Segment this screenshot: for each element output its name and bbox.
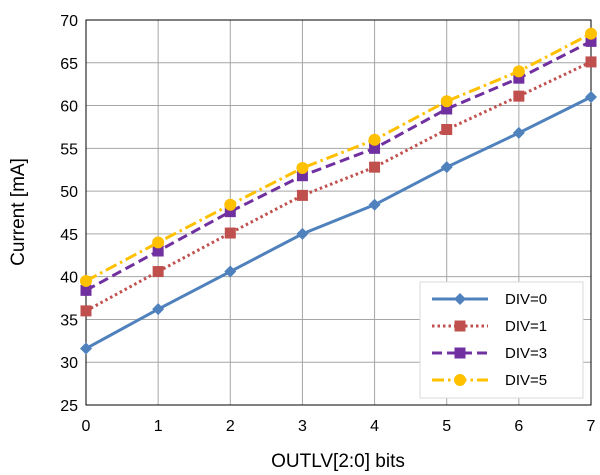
legend-label-1: DIV=1	[505, 318, 547, 335]
data-point-2-2	[224, 206, 236, 218]
data-point-1-7	[585, 56, 597, 68]
data-point-3-5	[440, 95, 453, 108]
y-tick-label-55: 55	[60, 141, 78, 158]
y-axis-title: Current [mA]	[8, 158, 29, 266]
legend-marker-0	[454, 293, 466, 305]
series-line-1	[85, 60, 592, 313]
series-div-5	[80, 27, 597, 287]
series-div-1	[80, 56, 597, 317]
series-div-0	[80, 91, 597, 355]
series-group	[80, 27, 597, 355]
x-tick-label-4: 4	[370, 418, 379, 435]
x-tick-label-2: 2	[226, 418, 235, 435]
legend-label-3: DIV=5	[505, 372, 547, 389]
x-tick-label-6: 6	[514, 418, 523, 435]
data-point-2-1	[152, 245, 164, 257]
y-tick-label-50: 50	[60, 184, 78, 201]
data-point-0-3	[296, 227, 309, 240]
data-point-3-4	[368, 133, 381, 146]
data-point-2-0	[80, 284, 92, 296]
data-point-2-3	[296, 170, 308, 182]
series-line-2	[85, 40, 592, 292]
data-point-1-6	[513, 90, 525, 102]
series-line-0	[85, 95, 592, 350]
data-point-0-4	[368, 198, 381, 211]
data-point-0-2	[224, 265, 237, 278]
x-axis-title: OUTLV[2:0] bits	[271, 451, 405, 472]
data-point-2-6	[513, 72, 525, 84]
y-tick-label-40: 40	[60, 270, 78, 287]
x-tick-label-0: 0	[82, 418, 91, 435]
data-point-0-1	[152, 303, 165, 316]
x-tick-label-3: 3	[298, 418, 307, 435]
data-point-1-0	[80, 305, 92, 317]
y-tick-label-25: 25	[60, 398, 78, 415]
x-tick-label-5: 5	[442, 418, 451, 435]
y-tick-label-45: 45	[60, 227, 78, 244]
y-tick-label-65: 65	[60, 56, 78, 73]
data-point-2-5	[441, 103, 453, 115]
data-point-3-2	[224, 198, 237, 211]
legend-marker-1	[454, 320, 466, 332]
y-tick-label-70: 70	[60, 13, 78, 30]
data-point-2-4	[369, 142, 381, 154]
data-point-3-7	[585, 27, 597, 40]
data-point-3-1	[152, 236, 165, 249]
y-tick-label-35: 35	[60, 312, 78, 329]
legend-label-0: DIV=0	[505, 291, 547, 308]
data-point-2-7	[585, 35, 597, 47]
y-tick-labels: 25 30 35 40 45 50 55 60 65 70	[60, 13, 78, 415]
data-point-0-6	[512, 126, 525, 139]
data-point-3-3	[296, 162, 309, 175]
data-point-1-3	[296, 189, 308, 201]
series-div-3	[80, 35, 597, 296]
legend-label-2: DIV=3	[505, 345, 547, 362]
legend-marker-2	[454, 347, 466, 359]
data-point-1-5	[441, 124, 453, 136]
series-line-3	[85, 32, 592, 283]
legend-marker-3	[454, 374, 466, 386]
data-point-0-7	[585, 91, 597, 103]
data-point-1-1	[152, 266, 164, 278]
legend-box	[419, 281, 584, 399]
data-point-3-0	[80, 274, 92, 287]
plot-border	[85, 19, 592, 406]
data-point-0-5	[440, 161, 453, 174]
data-point-1-4	[369, 161, 381, 173]
x-tick-label-7: 7	[587, 418, 596, 435]
x-tick-label-1: 1	[154, 418, 163, 435]
y-tick-label-60: 60	[60, 99, 78, 116]
y-tick-label-30: 30	[60, 355, 78, 372]
data-point-1-2	[224, 227, 236, 239]
data-point-3-6	[512, 65, 525, 78]
legend: DIV=0 DIV=1 DIV=3 DIV=5	[419, 281, 584, 399]
x-tick-labels: 0 1 2 3 4 5 6 7	[82, 418, 596, 435]
data-point-0-0	[80, 342, 92, 355]
